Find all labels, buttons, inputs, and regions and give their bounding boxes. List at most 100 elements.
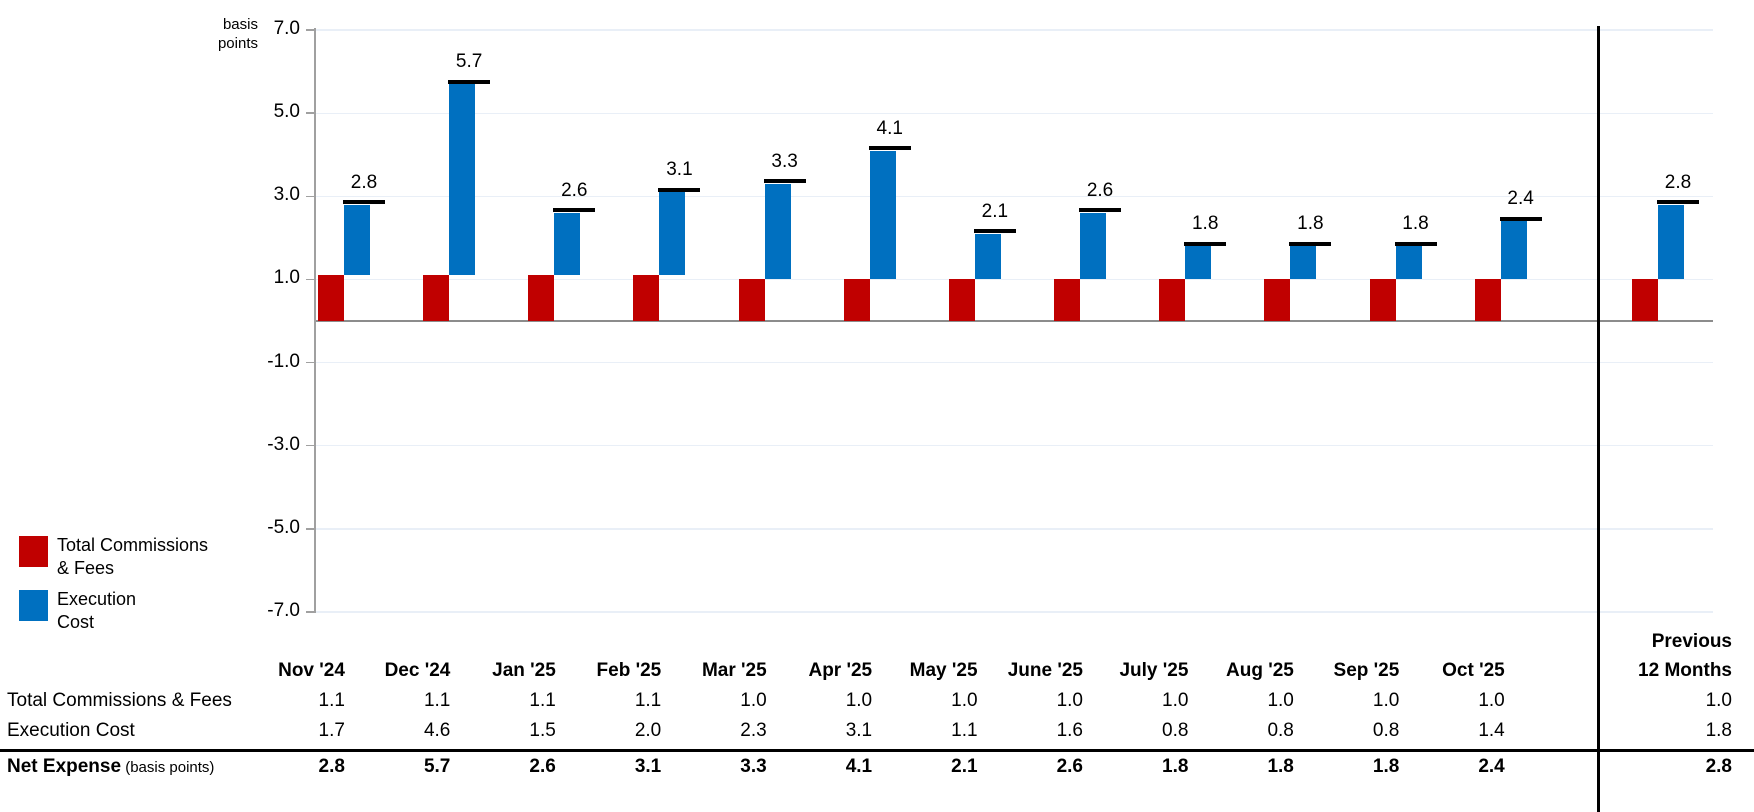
period-separator-line [1597, 26, 1600, 812]
cell-value: 1.1 [634, 690, 662, 711]
net-expense-marker [1394, 241, 1437, 246]
header-previous-line1: Previous [1651, 631, 1732, 652]
net-expense-value-label: 1.8 [1191, 213, 1219, 235]
cell-value: 1.1 [951, 720, 978, 741]
month-header: Mar '25 [701, 660, 767, 681]
net-expense-value-label: 1.8 [1402, 213, 1429, 235]
legend-label-execution-cost-line1: Execution [57, 589, 137, 609]
cell-value: 1.0 [1267, 690, 1294, 711]
cell-value: 0.8 [1372, 720, 1400, 741]
cell-value: 1.4 [1478, 720, 1505, 741]
header-spacer [872, 629, 977, 655]
cell-value: 3.1 [634, 756, 662, 777]
bar-execution-cost [659, 192, 686, 276]
gridline-3 [315, 195, 1713, 198]
header-spacer [556, 629, 661, 655]
net-expense-marker [658, 187, 701, 192]
gridline--1 [315, 361, 1713, 364]
table-row-total-commissions-fees: Total Commissions & Fees 1.1 1.1 1.1 1.1 1.0 1… [0, 688, 1754, 714]
header-spacer [0, 629, 240, 655]
net-expense-value-label: 2.8 [1664, 171, 1692, 193]
y-axis-tick-label: 3.0 [273, 184, 300, 206]
header-spacer [978, 629, 1083, 655]
net-expense-marker [343, 200, 385, 205]
y-axis-tick [305, 527, 315, 530]
bar-total-commissions-fees [1369, 279, 1396, 321]
bar-execution-cost [764, 183, 791, 280]
table-row-net-expense: Net Expense (basis points) 2.8 5.7 2.6 3.1 3.… [0, 754, 1754, 780]
table-header-months-row: Nov '24 Dec '24 Jan '25 Feb '25 Mar '25 Apr '… [0, 658, 1754, 684]
cell-value: 3.3 [740, 756, 767, 777]
bar-execution-cost [1658, 204, 1684, 280]
gridline--7 [315, 611, 1713, 613]
gridline-1 [315, 278, 1713, 281]
row-label-text: Execution Cost [7, 720, 135, 741]
cell-value: 5.7 [423, 756, 451, 777]
row-label: Execution Cost [0, 718, 240, 744]
net-expense-marker [763, 179, 806, 184]
net-expense-value-label: 4.1 [876, 117, 903, 139]
header-spacer [1083, 629, 1188, 655]
month-header: Apr '25 [808, 660, 873, 681]
bar-total-commissions-fees [633, 275, 660, 321]
bar-total-commissions-fees [528, 275, 555, 321]
cell-value: 1.0 [1056, 690, 1083, 711]
cell-value: 1.1 [318, 690, 345, 711]
cell-value: 1.6 [1056, 720, 1083, 741]
net-expense-value-label: 3.3 [771, 150, 798, 172]
net-expense-value-label: 2.1 [981, 200, 1009, 222]
bar-execution-cost [1185, 246, 1212, 280]
y-axis-tick-label: -1.0 [267, 350, 300, 372]
y-axis-tick-label: -7.0 [267, 599, 300, 621]
cell-value: 1.0 [1372, 690, 1400, 711]
cell-value: 1.1 [423, 690, 451, 711]
bar-execution-cost [1500, 221, 1527, 280]
bar-execution-cost [1080, 212, 1107, 280]
header-spacer [1294, 629, 1399, 655]
net-expense-marker [1499, 216, 1542, 221]
bar-execution-cost [1290, 246, 1317, 280]
gridline-7 [315, 29, 1713, 31]
bar-total-commissions-fees [1264, 279, 1291, 321]
cell-value: 4.6 [423, 720, 451, 741]
legend-label-total-commissions-line2: & Fees [57, 558, 115, 578]
cell-value: 2.6 [1056, 756, 1083, 777]
month-header: Feb '25 [596, 660, 662, 681]
row-label-text: Total Commissions & Fees [7, 690, 232, 711]
table-row-execution-cost: Execution Cost 1.7 4.6 1.5 2.0 2.3 3.1 1.1 1.6 0.… [0, 718, 1754, 744]
net-expense-marker [868, 146, 911, 151]
net-expense-marker [1657, 200, 1699, 205]
cell-value: 2.3 [740, 720, 767, 741]
header-spacer [0, 658, 240, 684]
cell-value-previous: 1.0 [1705, 690, 1732, 711]
net-expense-marker [553, 208, 596, 213]
cell-value: 1.1 [529, 690, 556, 711]
net-expense-marker [1079, 208, 1122, 213]
month-header: Jan '25 [492, 660, 556, 681]
cell-value: 0.8 [1267, 720, 1294, 741]
row-label-suffix: (basis points) [121, 759, 215, 776]
y-axis-tick-label: -5.0 [267, 516, 300, 538]
cell-value: 2.8 [318, 756, 345, 777]
bar-total-commissions-fees [1474, 279, 1501, 321]
cell-value: 1.0 [740, 690, 767, 711]
cell-value: 1.7 [318, 720, 345, 741]
y-axis-tick [305, 361, 315, 364]
header-spacer [767, 629, 872, 655]
header-spacer [450, 629, 555, 655]
legend-label-total-commissions-line1: Total Commissions [57, 535, 209, 555]
y-axis-tick [305, 278, 315, 281]
bar-total-commissions-fees [843, 279, 870, 321]
bar-execution-cost [554, 212, 581, 276]
cell-value: 1.8 [1372, 756, 1400, 777]
bar-total-commissions-fees [1159, 279, 1186, 321]
month-header: Oct '25 [1442, 660, 1505, 681]
net-expense-top-rule [0, 749, 1754, 752]
legend-item-execution-cost: Execution Cost [19, 588, 136, 634]
gridline-5 [315, 112, 1713, 114]
net-expense-marker [448, 79, 491, 84]
legend-label-execution-cost-line2: Cost [57, 612, 95, 632]
cell-value: 1.8 [1267, 756, 1294, 777]
